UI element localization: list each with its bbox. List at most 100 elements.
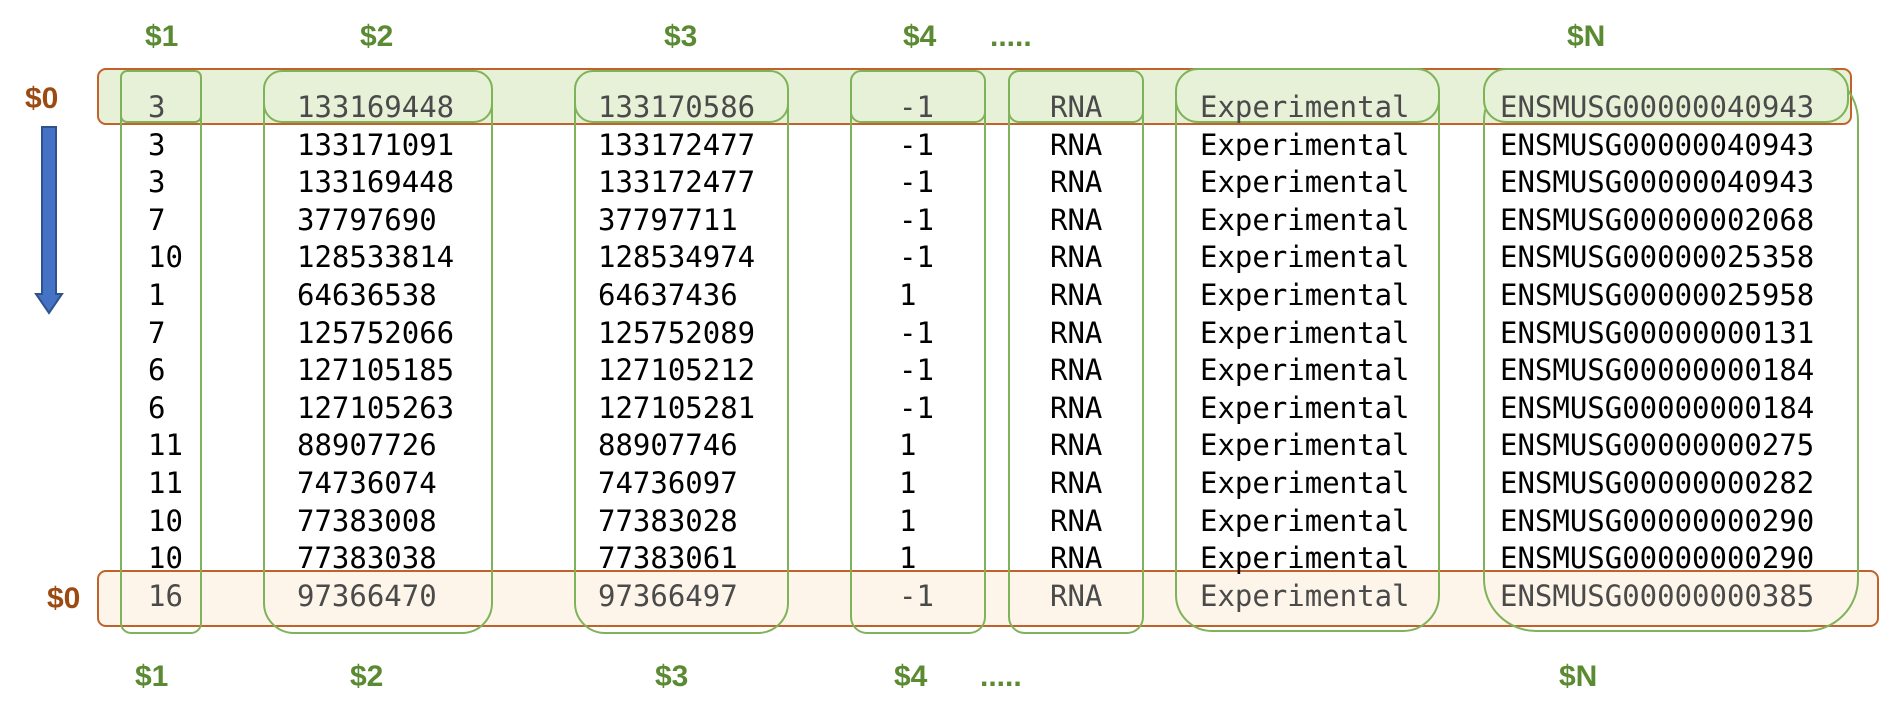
top-field-label-n: $N [1567, 20, 1606, 53]
last-record-highlight [97, 570, 1879, 627]
cell-strand: 1 [899, 428, 917, 463]
cell-evidence: Experimental [1200, 240, 1410, 275]
top-field-label-1: $1 [145, 20, 179, 53]
cell-type: RNA [1050, 390, 1103, 425]
cell-end: 88907746 [598, 428, 738, 463]
cell-type: RNA [1050, 578, 1103, 613]
top-field-label-4: $4 [903, 20, 937, 53]
cell-type: RNA [1050, 202, 1103, 237]
bottom-field-label-3: $3 [655, 660, 689, 693]
cell-start: 77383008 [297, 503, 437, 538]
cell-end: 127105281 [598, 390, 756, 425]
bottom-field-label-2: $2 [350, 660, 384, 693]
cell-start: 133169448 [297, 165, 455, 200]
last-record-label: $0 [47, 582, 81, 615]
top-field-label-2: $2 [360, 20, 394, 53]
first-record-field-5-cell [1008, 70, 1144, 123]
cell-start: 37797690 [297, 202, 437, 237]
cell-start: 128533814 [297, 240, 455, 275]
cell-gene-id: ENSMUSG00000002068 [1500, 202, 1815, 237]
cell-chromosome: 7 [148, 202, 166, 237]
cell-gene-id: ENSMUSG00000000275 [1500, 428, 1815, 463]
top-field-label-ellipsis: ..... [990, 20, 1032, 53]
cell-evidence: Experimental [1200, 428, 1410, 463]
cell-strand: 1 [899, 466, 917, 500]
cell-type: RNA [1050, 466, 1103, 500]
cell-start: 127105185 [297, 353, 455, 388]
cell-strand: -1 [899, 90, 934, 124]
cell-chromosome: 7 [148, 315, 166, 350]
cell-evidence: Experimental [1200, 202, 1410, 237]
cell-strand: -1 [899, 390, 934, 425]
cell-strand: -1 [899, 315, 934, 350]
cell-gene-id: ENSMUSG00000000290 [1500, 541, 1815, 576]
cell-start: 133169448 [297, 90, 455, 124]
cell-type: RNA [1050, 503, 1103, 538]
cell-evidence: Experimental [1200, 541, 1410, 576]
cell-start: 127105263 [297, 390, 455, 425]
cell-gene-id: ENSMUSG00000000184 [1500, 390, 1815, 425]
first-record-field-1-cell [120, 70, 202, 123]
cell-strand: 1 [899, 541, 917, 576]
cell-gene-id: ENSMUSG00000040943 [1500, 90, 1815, 124]
cell-type: RNA [1050, 353, 1103, 388]
cell-gene-id: ENSMUSG00000000290 [1500, 503, 1815, 538]
bottom-field-label-1: $1 [135, 660, 169, 693]
cell-gene-id: ENSMUSG00000025958 [1500, 278, 1815, 312]
cell-evidence: Experimental [1200, 127, 1410, 162]
first-record-field-n-cell [1483, 68, 1849, 123]
cell-chromosome: 6 [148, 390, 166, 425]
cell-type: RNA [1050, 165, 1103, 200]
cell-evidence: Experimental [1200, 390, 1410, 425]
cell-chromosome: 10 [148, 541, 183, 576]
cell-start: 133171091 [297, 127, 455, 162]
first-record-label: $0 [25, 82, 59, 115]
cell-start: 88907726 [297, 428, 437, 463]
cell-end: 64637436 [598, 278, 738, 312]
cell-evidence: Experimental [1200, 165, 1410, 200]
cell-end: 128534974 [598, 240, 756, 275]
cell-evidence: Experimental [1200, 90, 1410, 124]
cell-strand: -1 [899, 165, 934, 200]
cell-evidence: Experimental [1200, 353, 1410, 388]
cell-start: 125752066 [297, 315, 455, 350]
cell-type: RNA [1050, 278, 1103, 312]
cell-start: 74736074 [297, 466, 437, 500]
cell-gene-id: ENSMUSG00000000131 [1500, 315, 1815, 350]
cell-strand: -1 [899, 202, 934, 237]
cell-end: 133170586 [598, 90, 756, 124]
cell-evidence: Experimental [1200, 578, 1410, 613]
cell-strand: 1 [899, 278, 917, 312]
cell-chromosome: 1 [148, 278, 166, 312]
cell-end: 133172477 [598, 165, 756, 200]
first-record-field-3-cell [574, 70, 789, 123]
cell-chromosome: 11 [148, 428, 183, 463]
cell-chromosome: 11 [148, 466, 183, 500]
cell-type: RNA [1050, 428, 1103, 463]
cell-end: 74736097 [598, 466, 738, 500]
cell-chromosome: 10 [148, 240, 183, 275]
cell-strand: -1 [899, 353, 934, 388]
cell-end: 127105212 [598, 353, 756, 388]
cell-chromosome: 3 [148, 90, 166, 124]
cell-evidence: Experimental [1200, 503, 1410, 538]
cell-type: RNA [1050, 90, 1103, 124]
cell-end: 97366497 [598, 578, 738, 613]
cell-gene-id: ENSMUSG00000000282 [1500, 466, 1815, 500]
cell-evidence: Experimental [1200, 466, 1410, 500]
cell-end: 77383028 [598, 503, 738, 538]
cell-type: RNA [1050, 127, 1103, 162]
cell-strand: -1 [899, 127, 934, 162]
cell-chromosome: 3 [148, 127, 166, 162]
cell-gene-id: ENSMUSG00000040943 [1500, 165, 1815, 200]
cell-gene-id: ENSMUSG00000000184 [1500, 353, 1815, 388]
first-record-field-4-cell [850, 70, 986, 123]
first-record-field-6-cell [1175, 68, 1440, 123]
cell-chromosome: 16 [148, 578, 183, 613]
cell-end: 77383061 [598, 541, 738, 576]
cell-chromosome: 10 [148, 503, 183, 538]
cell-strand: -1 [899, 578, 934, 613]
cell-strand: 1 [899, 503, 917, 538]
